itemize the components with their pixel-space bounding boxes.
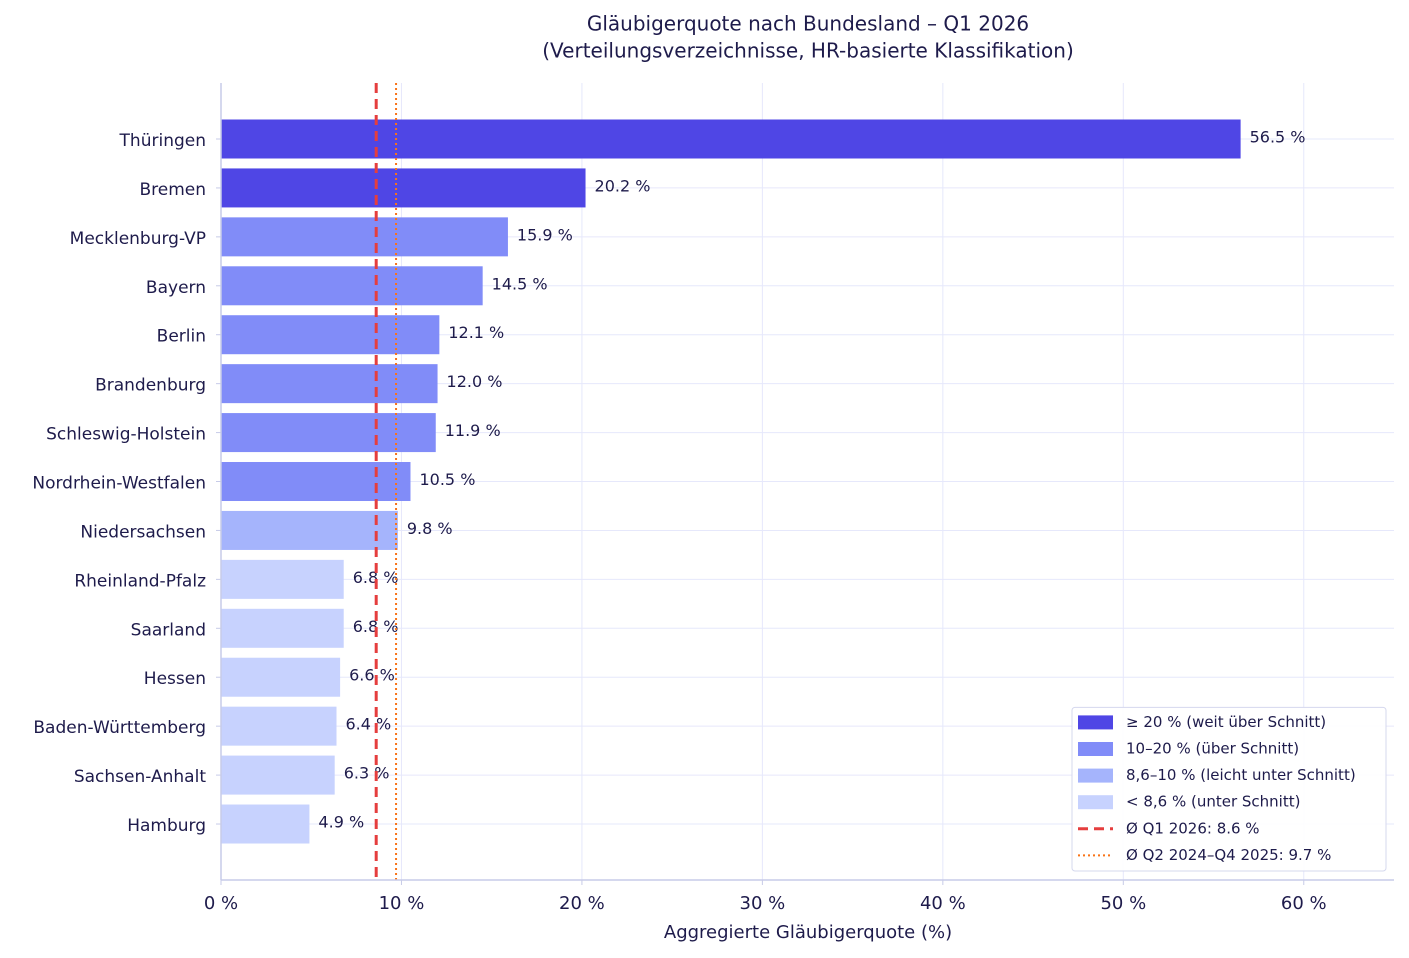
- legend-label: < 8,6 % (unter Schnitt): [1126, 793, 1300, 811]
- bar: [221, 706, 337, 746]
- value-label: 15.9 %: [517, 225, 573, 244]
- bar: [221, 168, 586, 208]
- legend-label: Ø Q1 2026: 8.6 %: [1126, 819, 1260, 837]
- y-tick-label: Nordrhein-Westfalen: [32, 474, 206, 494]
- y-tick-label: Saarland: [131, 620, 206, 640]
- x-tick-label: 50 %: [1100, 893, 1146, 914]
- legend-label: 8,6–10 % (leicht unter Schnitt): [1126, 766, 1356, 784]
- bar: [221, 266, 483, 306]
- bar: [221, 510, 398, 550]
- legend-swatch: [1078, 742, 1113, 756]
- legend-label: Ø Q2 2024–Q4 2025: 9.7 %: [1126, 846, 1331, 864]
- legend: ≥ 20 % (weit über Schnitt) 10–20 % (über …: [1071, 706, 1387, 872]
- value-label: 6.6 %: [349, 666, 395, 685]
- value-label: 6.8 %: [353, 617, 399, 636]
- x-tick-label: 0 %: [204, 893, 238, 914]
- y-tick-label: Thüringen: [119, 131, 206, 151]
- legend-label: ≥ 20 % (weit über Schnitt): [1126, 713, 1326, 731]
- x-tick-label: 20 %: [559, 893, 605, 914]
- bar: [221, 364, 438, 404]
- y-tick-label: Berlin: [157, 327, 206, 347]
- value-label: 12.1 %: [448, 323, 504, 342]
- x-tick-label: 40 %: [920, 893, 966, 914]
- bar: [221, 462, 411, 502]
- x-tick-label: 30 %: [740, 893, 786, 914]
- x-axis-label: Aggregierte Gläubigerquote (%): [664, 922, 952, 943]
- y-tick-label: Rheinland-Pfalz: [74, 571, 206, 591]
- y-tick-label: Niedersachsen: [80, 522, 206, 542]
- x-tick-label: 10 %: [379, 893, 425, 914]
- chart-title: Gläubigerquote nach Bundesland – Q1 2026: [587, 12, 1029, 36]
- y-tick-label: Schleswig-Holstein: [46, 425, 206, 445]
- y-tick-label: Baden-Württemberg: [33, 718, 206, 738]
- y-tick-label: Bremen: [139, 180, 206, 200]
- value-label: 4.9 %: [318, 813, 364, 832]
- x-tick-label: 60 %: [1281, 893, 1327, 914]
- y-tick-label: Sachsen-Anhalt: [74, 767, 206, 787]
- legend-box: [1071, 706, 1387, 872]
- legend-swatch: [1078, 768, 1113, 783]
- y-tick-label: Hamburg: [127, 816, 206, 836]
- value-label: 12.0 %: [447, 372, 503, 391]
- legend-label: 10–20 % (über Schnitt): [1126, 740, 1299, 758]
- bar: [221, 119, 1241, 159]
- bar: [221, 559, 344, 599]
- value-label: 6.3 %: [344, 764, 390, 783]
- value-label: 6.8 %: [353, 568, 399, 587]
- legend-swatch: [1078, 795, 1113, 810]
- bar: [221, 608, 344, 648]
- bar: [221, 657, 341, 697]
- value-label: 9.8 %: [407, 519, 453, 538]
- y-tick-label: Mecklenburg-VP: [70, 229, 206, 249]
- bar: [221, 315, 440, 355]
- value-label: 10.5 %: [419, 470, 475, 489]
- bar: [221, 804, 310, 844]
- value-label: 20.2 %: [595, 176, 651, 195]
- value-label: 6.4 %: [345, 715, 391, 734]
- value-label: 14.5 %: [492, 274, 548, 293]
- y-tick-label: Brandenburg: [95, 376, 206, 396]
- value-label: 56.5 %: [1250, 128, 1306, 147]
- legend-swatch: [1078, 715, 1113, 730]
- y-tick-label: Bayern: [146, 278, 206, 298]
- value-label: 11.9 %: [445, 421, 501, 440]
- chart-subtitle: (Verteilungsverzeichnisse, HR-basierte K…: [542, 39, 1074, 63]
- y-tick-label: Hessen: [144, 669, 206, 689]
- bar: [221, 413, 436, 453]
- bar: [221, 755, 335, 795]
- bar: [221, 217, 508, 257]
